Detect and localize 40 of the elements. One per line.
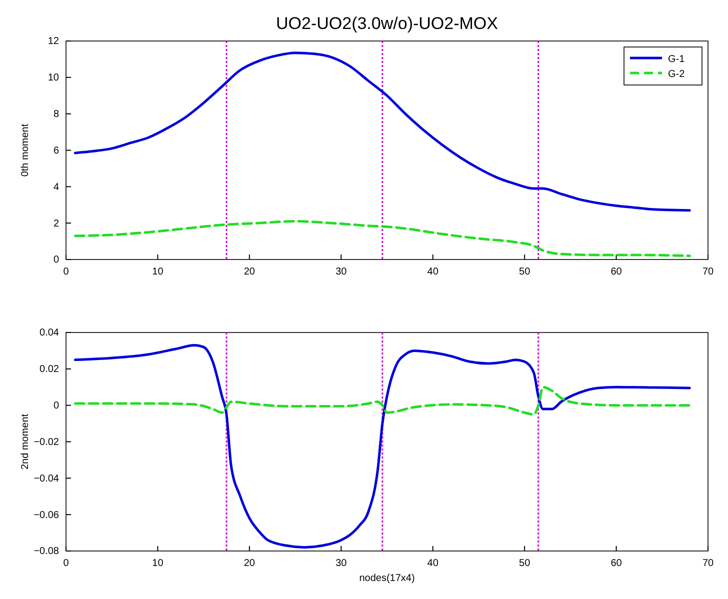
- y-tick-label: −0.04: [34, 473, 60, 484]
- y-tick-label: 0.02: [40, 364, 60, 376]
- x-tick-label: 70: [702, 558, 714, 569]
- x-axis-title: nodes(17x4): [359, 573, 415, 584]
- x-tick-label: 0: [63, 266, 70, 278]
- y-tick-label: 6: [53, 145, 60, 156]
- y-tick-label: −0.06: [34, 510, 60, 521]
- y-tick-label: −0.08: [34, 546, 60, 558]
- x-tick-label: 0: [63, 558, 70, 569]
- y-tick-label: 10: [48, 72, 60, 84]
- x-tick-label: 10: [152, 266, 164, 278]
- legend-label: G-1: [668, 54, 686, 65]
- x-tick-label: 40: [427, 266, 439, 278]
- x-tick-label: 20: [244, 266, 256, 278]
- y-tick-label: 2: [53, 218, 60, 230]
- y-tick-label: 0.04: [40, 328, 60, 339]
- y-axis-title: 0th moment: [20, 124, 31, 177]
- x-tick-label: 70: [702, 266, 714, 278]
- line-series: [74, 52, 691, 212]
- y-tick-label: 0: [53, 254, 60, 266]
- x-tick-label: 50: [519, 558, 531, 569]
- x-tick-label: 50: [519, 266, 531, 278]
- line-series: [74, 386, 691, 416]
- y-axis-title: 2nd moment: [20, 414, 31, 470]
- y-tick-label: 8: [53, 109, 60, 120]
- x-tick-label: 60: [610, 266, 622, 278]
- line-series: [74, 220, 691, 258]
- x-tick-label: 60: [610, 558, 622, 569]
- x-tick-label: 30: [336, 266, 348, 278]
- chart-title: UO2-UO2(3.0w/o)-UO2-MOX: [276, 14, 498, 33]
- x-tick-label: 30: [336, 558, 348, 569]
- line-series: [74, 344, 691, 549]
- y-tick-label: 4: [53, 182, 60, 193]
- x-tick-label: 20: [244, 558, 256, 569]
- x-tick-label: 40: [427, 558, 439, 569]
- y-tick-label: 0: [53, 400, 60, 412]
- x-tick-label: 10: [152, 558, 164, 569]
- y-tick-label: −0.02: [34, 436, 60, 448]
- y-tick-label: 12: [48, 36, 60, 48]
- legend-label: G-2: [668, 69, 686, 80]
